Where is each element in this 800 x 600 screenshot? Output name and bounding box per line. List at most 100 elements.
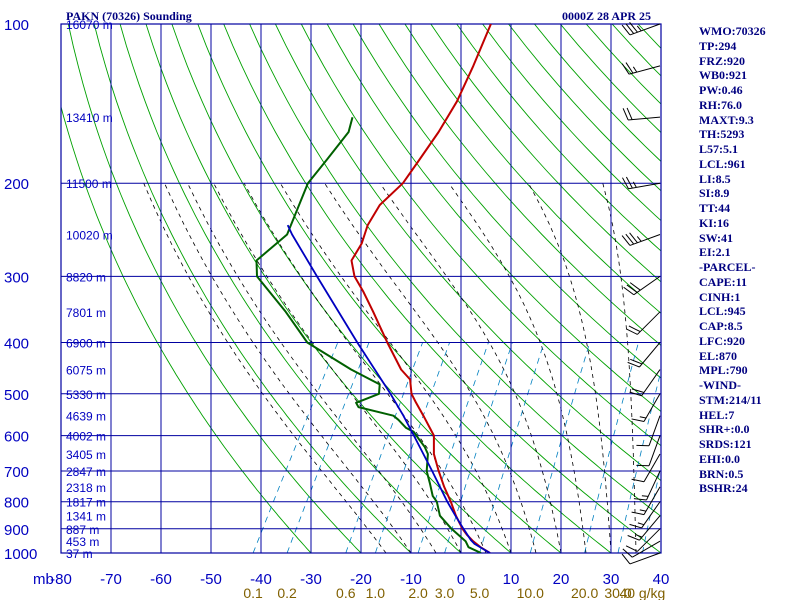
wind-barb [627, 515, 661, 541]
temperature-tick-label: -60 [150, 571, 172, 588]
wind-barb [622, 540, 661, 558]
stat-item: HEL:7 [699, 407, 735, 422]
stat-item: LI:8.5 [699, 171, 731, 186]
temperature-tick-label: 0 [457, 571, 465, 588]
stat-item: L57:5.1 [699, 142, 738, 156]
wind-barb [625, 528, 661, 552]
dry-adiabat [197, 24, 612, 553]
height-label: 8820 m [66, 270, 106, 284]
pressure-tick-label: 400 [4, 335, 29, 352]
wind-barb [629, 369, 661, 397]
mixing-ratio-label: 3.0 [435, 585, 455, 600]
temperature-tick-label: 40 [653, 571, 670, 588]
mixing-ratio-line [529, 342, 591, 553]
temperature-profile [350, 24, 492, 553]
wind-barb [633, 470, 661, 501]
stat-item: TT:44 [699, 201, 731, 215]
height-label: 1341 m [66, 510, 106, 524]
temperature-tick-label: -50 [200, 571, 222, 588]
stat-item: STM:214/11 [699, 392, 762, 407]
moist-adiabats [143, 182, 661, 553]
temperature-tick-label: 20 [553, 571, 570, 588]
dry-adiabat [119, 24, 462, 553]
wind-barb [631, 453, 661, 483]
height-label: 7801 m [66, 306, 106, 320]
height-label: 2847 m [66, 465, 106, 479]
moist-adiabat [187, 183, 437, 553]
stat-item: -PARCEL- [699, 260, 756, 274]
dry-adiabat [430, 24, 661, 283]
height-label: 887 m [66, 523, 99, 537]
wind-barb [621, 62, 661, 75]
temperature-tick-label: -40 [250, 571, 272, 588]
dry-adiabat [585, 24, 661, 105]
moist-adiabat [602, 183, 637, 553]
stat-item: EHI:0.0 [699, 451, 741, 466]
moist-adiabat [379, 182, 562, 553]
stat-item: SW:41 [699, 230, 734, 245]
mixing-ratio-line [375, 342, 450, 553]
wind-barb [621, 552, 661, 565]
mixing-ratio-label: 40 g/kg [619, 585, 665, 600]
height-label: 2318 m [66, 481, 106, 495]
pressure-tick-label: 700 [4, 464, 29, 481]
dry-adiabat [326, 24, 661, 413]
stat-item: FRZ:920 [699, 53, 745, 68]
dry-adiabat [456, 24, 661, 252]
height-label: 11500 m [66, 177, 112, 191]
height-label: 1817 m [66, 496, 106, 510]
stat-item: EL:870 [699, 348, 738, 363]
height-label: 3405 m [66, 448, 106, 462]
height-label: 6900 m [66, 336, 106, 350]
stat-item: BSHR:24 [699, 481, 748, 496]
moist-adiabat [279, 182, 512, 553]
pressure-tick-label: 100 [4, 17, 29, 34]
pressure-tick-label: 800 [4, 495, 29, 512]
wind-barb [622, 176, 661, 190]
stat-item: WMO:70326 [699, 24, 766, 38]
height-label: 16070 m [66, 18, 113, 32]
pressure-tick-label: 1000 [4, 546, 37, 563]
stat-item: TP:294 [699, 38, 737, 53]
dry-adiabats [61, 24, 661, 553]
dry-adiabat [249, 24, 661, 517]
moist-adiabat [448, 182, 587, 553]
mixing-ratio-line [479, 342, 545, 553]
wind-barb [629, 501, 661, 529]
stat-item: CINH:1 [699, 289, 741, 304]
temperature-tick-label: -20 [350, 571, 372, 588]
x-axis-units-label: mb [33, 571, 54, 588]
mixing-ratio-label: 1.0 [366, 585, 386, 600]
stat-item: LFC:920 [699, 333, 745, 348]
stat-item: SRDS:121 [699, 437, 752, 451]
mixing-ratio-label: 10.0 [517, 585, 544, 600]
height-label: 4639 m [66, 410, 106, 424]
dewpoint-profile [255, 116, 482, 553]
dry-adiabat [300, 24, 661, 447]
stat-item: TH:5293 [699, 127, 745, 142]
stat-item: LCL:961 [699, 156, 746, 171]
wind-barb [625, 311, 661, 335]
dry-adiabat [61, 105, 312, 553]
mixing-ratio-label: 0.2 [277, 585, 297, 600]
pressure-tick-label: 900 [4, 522, 29, 539]
stat-item: SI:8.9 [699, 186, 730, 201]
temperature-tick-label: -30 [300, 571, 322, 588]
pressure-tick-label: 300 [4, 269, 29, 286]
wind-barb [621, 232, 661, 246]
wind-barb [631, 486, 661, 516]
height-label: 453 m [66, 535, 99, 549]
stat-item: RH:76.0 [699, 97, 742, 112]
stat-item: MPL:790 [699, 363, 748, 378]
height-label: 13410 m [66, 111, 113, 125]
temperature-tick-label: 10 [503, 571, 520, 588]
moist-adiabat [213, 183, 462, 553]
mixing-ratio-label: 0.1 [243, 585, 263, 600]
temperature-tick-label: -70 [100, 571, 122, 588]
height-label: 6075 m [66, 364, 106, 378]
pressure-tick-label: 200 [4, 176, 29, 193]
dry-adiabat [378, 24, 661, 346]
temperature-tick-label: 30 [603, 571, 620, 588]
wind-barb [623, 275, 661, 296]
pressure-tick-label: 500 [4, 387, 29, 404]
